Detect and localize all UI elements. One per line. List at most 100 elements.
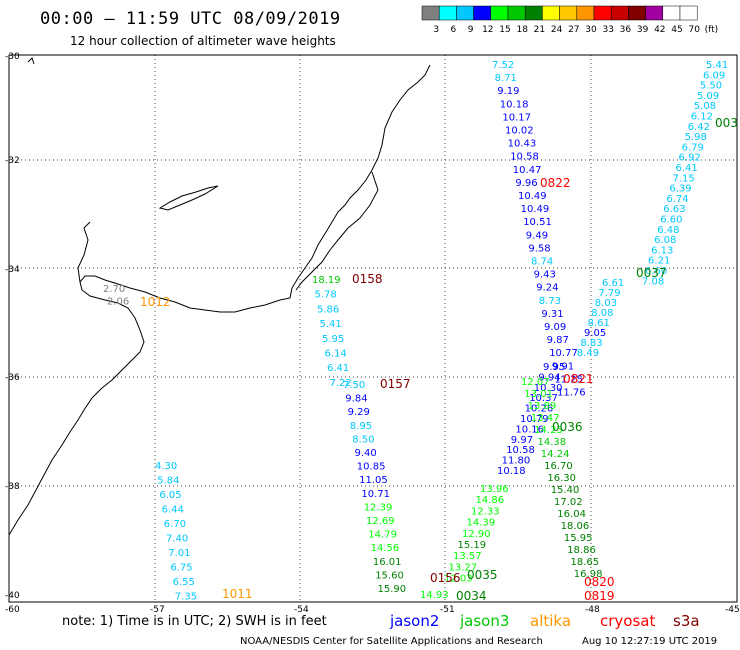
wave-height-value: 10.18 bbox=[497, 466, 526, 477]
wave-height-value: 10.79 bbox=[520, 414, 549, 425]
wave-height-value: 12.39 bbox=[364, 502, 393, 513]
lat-lon-grid bbox=[9, 55, 737, 602]
wave-height-color-scale: 3 6 9 12 15 18 21 24 27 30 33 36 39 42 45 70 (ft) bbox=[421, 5, 719, 35]
wave-height-value: 8.74 bbox=[531, 257, 553, 268]
wave-height-value: 6.13 bbox=[651, 245, 673, 256]
wave-height-value: 13.47 bbox=[531, 413, 560, 424]
wave-height-value: 5.50 bbox=[700, 81, 722, 92]
wave-height-value: 11.76 bbox=[557, 388, 586, 399]
wave-height-value: 12.33 bbox=[471, 506, 500, 517]
wave-height-value: 10.02 bbox=[505, 126, 534, 137]
scale-swatch bbox=[421, 5, 440, 21]
wave-height-value: 13.96 bbox=[480, 484, 509, 495]
pass-p0158: 18.19 5.78 5.86 5.41 5.95 6.14 6.41 7.22 0158 bbox=[312, 272, 383, 389]
wave-height-value: 9.95 bbox=[543, 362, 565, 373]
lon-label: -60 bbox=[5, 605, 20, 615]
map-title: 00:00 – 11:59 UTC 08/09/2019 bbox=[40, 9, 341, 29]
satellite-legend: jason2 jason3 altika cryosat s3a bbox=[389, 612, 700, 630]
wave-height-value: 18.65 bbox=[571, 557, 600, 568]
scale-swatch bbox=[628, 5, 646, 21]
wave-height-value: 8.03 bbox=[595, 298, 617, 309]
lon-label: -51 bbox=[440, 605, 455, 615]
wave-height-value: 6.75 bbox=[170, 563, 192, 574]
footer-timestamp: Aug 10 12:27:19 UTC 2019 bbox=[582, 636, 717, 647]
satellite-legend-item: altika bbox=[530, 612, 571, 630]
wave-height-value: 6.48 bbox=[657, 225, 679, 236]
wave-height-value: 6.44 bbox=[162, 505, 184, 516]
footer-credit: NOAA/NESDIS Center for Satellite Applica… bbox=[240, 636, 543, 647]
lon-label: -57 bbox=[150, 605, 165, 615]
scale-label: 15 bbox=[499, 25, 510, 35]
pass-p0820: 0820 bbox=[584, 575, 615, 589]
wave-height-value: 11.05 bbox=[359, 475, 388, 486]
pass-time-label: 0820 bbox=[584, 575, 615, 589]
scale-label: 42 bbox=[654, 25, 665, 35]
wave-height-value: 14.56 bbox=[371, 543, 400, 554]
wave-height-value: 14.79 bbox=[368, 530, 397, 541]
wave-height-value: 16.01 bbox=[373, 557, 402, 568]
wave-height-value: 10.26 bbox=[525, 404, 554, 415]
wave-height-value: 14.39 bbox=[467, 518, 496, 529]
wave-height-value: 6.12 bbox=[691, 112, 713, 123]
scale-label: (ft) bbox=[705, 25, 719, 35]
wave-height-value: 8.49 bbox=[577, 348, 599, 359]
pass-p0037: 6.617.798.038.088.619.058.838.49 0037 bbox=[577, 266, 667, 359]
wave-height-value: 12.07 bbox=[521, 377, 550, 388]
scale-swatch bbox=[559, 5, 578, 21]
wave-height-value: 18.19 bbox=[312, 275, 341, 286]
wave-height-value: 10.30 bbox=[534, 383, 563, 394]
lat-label: -30 bbox=[5, 52, 20, 62]
scale-swatch bbox=[645, 5, 664, 21]
wave-height-value: 8.50 bbox=[352, 434, 374, 445]
pass-p0003: 5.416.095.505.095.086.126.425.986.796.92… bbox=[642, 60, 738, 287]
wave-height-value: 6.60 bbox=[660, 215, 682, 226]
satellite-legend-item: jason2 bbox=[389, 612, 439, 630]
wave-height-value: 10.37 bbox=[529, 393, 558, 404]
wave-height-value: 9.43 bbox=[534, 270, 556, 281]
pass-time-label: 0819 bbox=[584, 589, 615, 603]
wave-height-value: 9.40 bbox=[355, 448, 377, 459]
wave-height-value: 9.84 bbox=[345, 394, 367, 405]
lat-label: -38 bbox=[5, 482, 20, 492]
wave-height-value: 10.16 bbox=[515, 424, 544, 435]
wave-height-value: 11.80 bbox=[502, 456, 531, 467]
pass-time-label: 003 bbox=[715, 116, 738, 130]
pass-p0819: 0819 bbox=[584, 589, 615, 603]
wave-height-value: 14.24 bbox=[541, 449, 570, 460]
wave-height-value: 13.57 bbox=[453, 551, 482, 562]
wave-height-value: 6.63 bbox=[663, 204, 685, 215]
lat-label: -34 bbox=[5, 265, 20, 275]
scale-swatch bbox=[490, 5, 509, 21]
satellite-legend-item: jason3 bbox=[459, 612, 509, 630]
wave-height-value: 15.19 bbox=[458, 540, 487, 551]
wave-height-value: 15.60 bbox=[375, 570, 404, 581]
wave-height-value: 7.35 bbox=[175, 592, 197, 603]
pass-p0034: 14.93 0034 bbox=[420, 589, 487, 603]
wave-height-value: 9.19 bbox=[497, 86, 519, 97]
wave-height-value: 7.52 bbox=[492, 60, 514, 71]
wave-height-value: 9.29 bbox=[348, 407, 370, 418]
satellite-legend-item: cryosat bbox=[600, 612, 655, 630]
pass-p0036: 12.0713.0113.8913.4714.2514.3814.2416.70… bbox=[521, 377, 602, 580]
wave-height-value: 10.43 bbox=[508, 139, 537, 150]
wave-height-value: 12.69 bbox=[366, 516, 395, 527]
wave-height-value: 10.17 bbox=[502, 112, 531, 123]
pass-time-label: 0035 bbox=[467, 568, 498, 582]
scale-label: 39 bbox=[637, 25, 649, 35]
wave-height-value: 9.96 bbox=[515, 178, 537, 189]
wave-height-value: 18.86 bbox=[567, 545, 596, 556]
scale-swatch bbox=[576, 5, 595, 21]
wave-height-value: 9.31 bbox=[541, 309, 563, 320]
wave-height-value: 9.94 bbox=[538, 372, 560, 383]
wave-height-value: 9.58 bbox=[528, 243, 550, 254]
wave-height-value: 5.98 bbox=[685, 132, 707, 143]
wave-height-value: 7.40 bbox=[166, 534, 188, 545]
wave-height-value: 6.42 bbox=[688, 122, 710, 133]
wave-height-value: 5.95 bbox=[322, 334, 344, 345]
wave-height-value: 5.86 bbox=[317, 304, 339, 315]
pass-p1011: 4.30 5.84 6.05 6.44 6.70 7.40 7.01 6.75 6.55 7.35… bbox=[155, 461, 253, 603]
pass-time-label: 1011 bbox=[222, 587, 253, 601]
wave-height-value: 8.83 bbox=[580, 338, 602, 349]
wave-height-value: 6.09 bbox=[703, 70, 725, 81]
